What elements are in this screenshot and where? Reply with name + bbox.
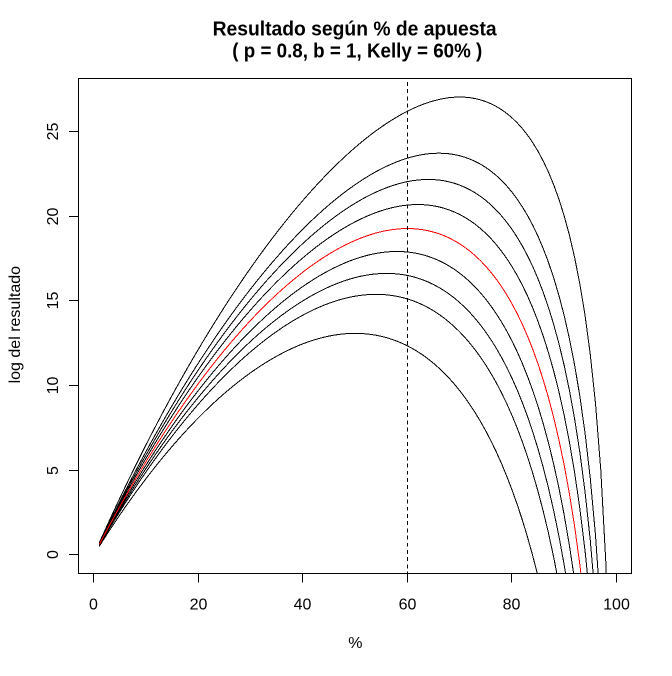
svg-text:Resultado según % de apuesta: Resultado según % de apuesta [213, 19, 498, 41]
svg-text:log del resultado: log del resultado [7, 266, 24, 384]
svg-text:60: 60 [399, 597, 417, 614]
svg-text:20: 20 [45, 208, 62, 226]
svg-text:20: 20 [190, 597, 208, 614]
svg-text:80: 80 [503, 597, 521, 614]
svg-text:15: 15 [45, 292, 62, 310]
svg-text:25: 25 [45, 123, 62, 141]
svg-text:40: 40 [294, 597, 312, 614]
svg-text:0: 0 [89, 597, 98, 614]
svg-text:100: 100 [603, 597, 630, 614]
svg-text:0: 0 [45, 550, 62, 559]
svg-text:10: 10 [45, 377, 62, 395]
svg-text:( p = 0.8, b = 1, Kelly = 60%: ( p = 0.8, b = 1, Kelly = 60% ) [232, 41, 482, 63]
svg-text:5: 5 [45, 466, 62, 475]
svg-text:%: % [348, 635, 362, 652]
